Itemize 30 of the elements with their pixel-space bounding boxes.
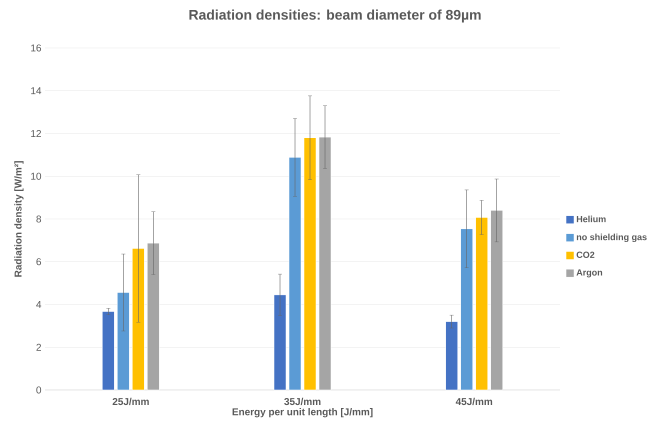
x-axis-title: Energy per unit length [J/mm] [232, 408, 373, 418]
y-tick-label: 4 [36, 301, 42, 308]
bar [304, 138, 316, 390]
y-tick-label: 14 [31, 87, 42, 94]
bar [318, 136, 332, 390]
legend-label: no shielding gas [576, 234, 647, 242]
y-tick-label: 8 [36, 215, 42, 223]
legend-label: Argon [576, 269, 602, 278]
bar [490, 210, 503, 390]
y-tick-label: 6 [36, 258, 42, 266]
legend-label: CO2 [576, 252, 594, 258]
bar [147, 242, 160, 390]
bar [460, 228, 473, 390]
y-tick-label: 12 [31, 130, 41, 137]
bar [274, 294, 286, 390]
x-tick-label: 25J/mm [112, 398, 149, 406]
y-tick-label: 10 [31, 172, 42, 180]
y-tick-label: 0 [36, 386, 42, 394]
y-tick-label: 2 [36, 344, 41, 351]
y-axis-title: Radiation density [W/m²] [14, 161, 24, 277]
y-tick-label: 16 [31, 44, 42, 52]
chart-title: Radiation densities: beam diameter of 89µm [189, 10, 481, 23]
bar [102, 311, 115, 390]
bar [117, 292, 130, 390]
x-tick-label: 35J/mm [284, 398, 320, 406]
legend-label: Helium [576, 216, 606, 222]
bar [288, 157, 302, 390]
bar [445, 321, 458, 390]
x-tick-label: 45J/mm [456, 398, 492, 406]
bar [475, 217, 488, 390]
